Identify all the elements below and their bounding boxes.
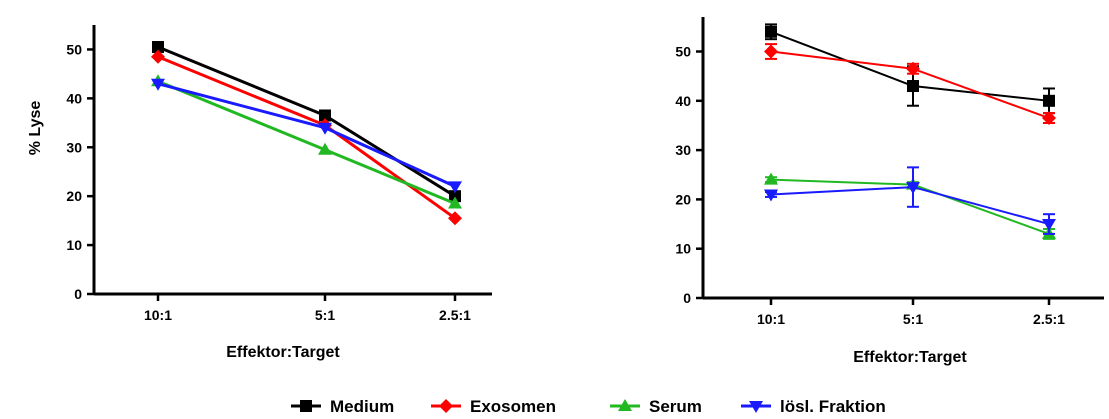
data-point: [1043, 94, 1055, 107]
data-point: [152, 41, 164, 54]
x-tick-label: 2.5:1: [439, 307, 471, 323]
series-diamond: [764, 43, 1056, 126]
data-point: [318, 122, 332, 135]
data-point: [764, 172, 778, 185]
x-tick-label: 5:1: [315, 307, 335, 323]
y-tick-label: 10: [66, 237, 82, 253]
data-point: [764, 189, 778, 202]
legend-marker: [439, 399, 453, 413]
data-point: [906, 182, 920, 195]
y-tick-label: 20: [66, 188, 82, 204]
data-point: [448, 196, 462, 209]
series-line: [157, 79, 456, 205]
x-tick-label: 10:1: [144, 307, 172, 323]
data-point: [449, 190, 461, 203]
right-chart: 0 10 20 30 40 50 10:1 5:1 2.5:1 Effektor:Target: [675, 17, 1104, 366]
y-tick-label: 0: [683, 290, 691, 306]
legend-label: Exosomen: [470, 397, 556, 416]
legend-item: Serum: [610, 397, 702, 416]
y-tick-label: 0: [74, 286, 82, 302]
legend-marker: [618, 399, 632, 411]
data-point: [764, 44, 778, 59]
x-tick-label: 5:1: [903, 311, 923, 327]
legend-label: Serum: [649, 397, 702, 416]
legend-item: lösl. Fraktion: [741, 397, 886, 416]
series-square: [765, 23, 1055, 115]
data-point: [448, 181, 462, 194]
legend-label: lösl. Fraktion: [780, 397, 886, 416]
data-point: [1042, 219, 1056, 232]
series-diamond: [151, 49, 462, 226]
left-chart: 0 10 20 30 40 50 10:1 5:1 2.5:1 Effektor:Target % …: [27, 25, 492, 361]
series-triangle-down: [151, 78, 462, 194]
data-point: [151, 49, 165, 64]
series-line: [157, 55, 456, 220]
data-point: [448, 211, 462, 226]
data-point: [319, 109, 331, 122]
data-point: [765, 25, 777, 38]
data-point: [907, 80, 919, 93]
y-tick-label: 50: [675, 44, 691, 60]
series-triangle-down: [764, 166, 1056, 235]
legend: Medium Exosomen Serum lösl. Fraktion: [291, 397, 886, 416]
data-point: [318, 142, 332, 155]
y-tick-label: 40: [675, 93, 691, 109]
y-tick-label: 30: [66, 139, 82, 155]
data-point: [151, 78, 165, 91]
x-tick-label: 2.5:1: [1033, 311, 1065, 327]
data-point: [906, 61, 920, 76]
data-point: [1042, 111, 1056, 126]
y-tick-label: 30: [675, 142, 691, 158]
y-axis-title: % Lyse: [27, 101, 44, 156]
y-tick-label: 10: [675, 241, 691, 257]
y-tick-label: 20: [675, 191, 691, 207]
legend-item: Exosomen: [431, 397, 556, 416]
x-axis-title: Effektor:Target: [226, 344, 340, 361]
x-axis-title: Effektor:Target: [853, 349, 967, 366]
y-tick-label: 50: [66, 41, 82, 57]
legend-item: Medium: [291, 397, 394, 416]
x-tick-label: 10:1: [757, 311, 785, 327]
y-tick-label: 40: [66, 90, 82, 106]
legend-label: Medium: [330, 397, 394, 416]
series-square: [152, 41, 461, 203]
legend-marker: [300, 400, 312, 412]
legend-marker: [749, 401, 763, 413]
